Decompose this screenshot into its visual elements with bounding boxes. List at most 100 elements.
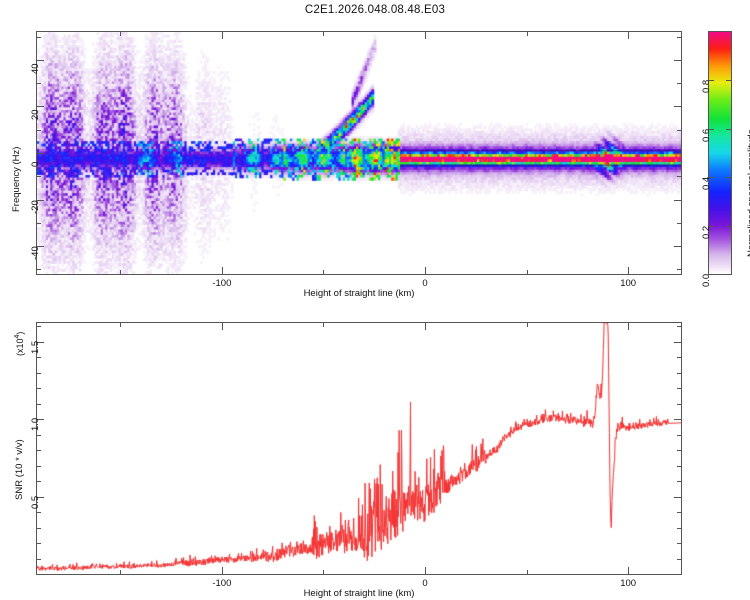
axis-tick [677,388,682,390]
axis-tick-label: 40 [30,63,41,74]
axis-tick [425,567,427,575]
axis-tick [526,270,528,275]
axis-tick-label: 100 [620,278,637,289]
axis-tick [677,465,682,467]
colorbar-tick-label: 0.2 [701,225,712,239]
axis-tick [36,496,44,498]
axis-tick [526,31,528,36]
axis-tick [120,570,122,575]
axis-tick [36,106,44,108]
axis-tick [677,326,682,328]
snr-y-axis-label: SNR (10 * v/v) [14,439,25,500]
axis-tick-label: 0 [30,161,41,167]
axis-tick [36,326,41,328]
axis-tick-label: -100 [212,578,232,589]
axis-tick [628,322,630,327]
axis-tick [526,570,528,575]
axis-tick [36,341,44,343]
colorbar-tick-label: 0.8 [701,80,712,94]
axis-tick [674,59,682,61]
colorbar-label: Normalized spectral amplitude [746,129,750,257]
axis-tick [425,322,427,330]
axis-tick [708,128,714,130]
axis-tick [36,269,41,271]
axis-tick-label: 100 [620,578,637,589]
axis-tick [221,322,223,330]
axis-tick [36,176,41,178]
axis-tick [677,403,682,405]
axis-tick [677,512,682,514]
colorbar-tick-label: 0.4 [701,176,712,191]
axis-tick [36,512,41,514]
axis-tick [323,322,325,327]
axis-tick [677,269,682,271]
axis-tick [677,357,682,359]
axis-tick [674,246,682,248]
axis-tick [36,222,41,224]
colorbar-tick-label: 0.6 [701,128,712,142]
axis-tick [36,83,41,85]
snr-panel [36,322,682,575]
axis-tick [425,31,427,39]
axis-tick [36,465,41,467]
axis-tick-label: -20 [30,199,41,214]
axis-tick [36,59,44,61]
axis-tick [36,558,41,560]
axis-tick [323,31,325,36]
axis-tick [36,419,44,421]
spectrogram-x-axis-label: Height of straight line (km) [303,288,415,299]
axis-tick-label: 0.5 [30,495,41,509]
axis-tick-label: 0 [422,578,428,589]
axis-tick [708,274,714,275]
axis-tick [36,527,41,529]
axis-tick [36,372,41,374]
axis-tick [36,199,44,201]
axis-tick [674,199,682,201]
snr-canvas [37,323,681,574]
axis-tick [628,31,630,36]
axis-tick [120,270,122,275]
axis-tick [726,177,732,179]
axis-tick [36,357,41,359]
axis-tick [726,80,732,82]
colorbar [708,31,732,275]
snr-y-exponent-label: (x104) [14,331,25,356]
axis-tick-label: 20 [30,109,41,121]
axis-tick [674,341,682,343]
axis-tick [677,372,682,374]
axis-tick [677,176,682,178]
spectrogram-panel [36,31,682,275]
axis-tick [36,543,41,544]
axis-tick [628,570,630,575]
axis-tick [120,322,122,327]
axis-tick [677,543,682,544]
axis-tick [708,177,714,179]
axis-tick [674,153,682,154]
axis-tick [36,388,41,390]
axis-tick [425,267,427,275]
axis-tick [36,153,44,154]
axis-tick [36,403,41,405]
axis-tick [674,106,682,108]
axis-tick [36,36,41,38]
axis-tick [36,434,41,436]
spectrogram-y-axis-label: Frequency (Hz) [11,146,22,212]
axis-tick [726,274,732,275]
axis-tick [628,270,630,275]
axis-tick [36,129,41,131]
axis-tick-label: 1.0 [30,417,41,432]
axis-tick [677,527,682,529]
axis-tick [221,567,223,575]
axis-tick [677,450,682,452]
axis-tick-label: 0 [422,278,428,289]
axis-tick [323,270,325,275]
axis-tick [677,83,682,85]
axis-tick [677,36,682,38]
axis-tick [323,570,325,575]
spectrogram-canvas [37,32,681,274]
axis-tick [708,80,714,82]
colorbar-gradient [709,32,731,274]
axis-tick [221,267,223,275]
axis-tick-label: 1.5 [30,340,41,354]
